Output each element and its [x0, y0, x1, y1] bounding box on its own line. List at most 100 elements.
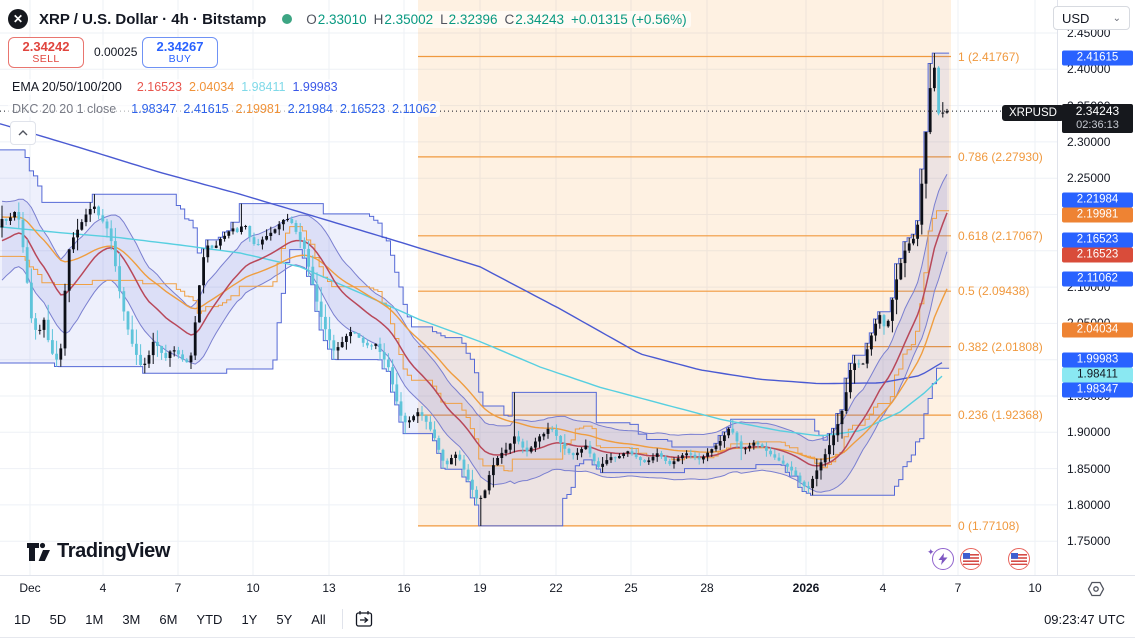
indicator-value: 2.16523	[339, 102, 386, 116]
sell-button[interactable]: 2.34242 SELL	[8, 37, 84, 68]
indicator-value: 2.04034	[189, 80, 235, 94]
calendar-icon	[355, 611, 372, 627]
time-tick: 4	[879, 581, 887, 595]
chart-svg[interactable]	[0, 0, 1057, 575]
price-tick: 1.90000	[1067, 425, 1111, 440]
date-range-buttons: 1D 5D 1M 3M 6M YTD 1Y 5Y All	[0, 612, 326, 627]
ai-event-icon[interactable]: ✦	[927, 547, 954, 570]
time-axis[interactable]: Dec 4 7 10 13 16 19 22 25 28 2026 4 7 10	[0, 575, 1135, 601]
bottom-toolbar: 1D 5D 1M 3M 6M YTD 1Y 5Y All 09:23:47 UTC	[0, 601, 1135, 638]
dkc-values: 1.98347 2.41615 2.19981 2.21984 2.16523 2.110…	[120, 101, 441, 117]
fib-level-label: 0.618 (2.17067)	[958, 228, 1043, 243]
indicator-value: 2.41615	[183, 102, 229, 116]
bar-countdown: 02:36:13	[1076, 119, 1119, 131]
go-to-date-button[interactable]	[355, 610, 374, 628]
ohlc-segment: L2.32396	[440, 11, 498, 27]
price-axis[interactable]: 2.450002.400002.350002.300002.250002.200…	[1057, 0, 1135, 575]
indicator-value: 2.11062	[392, 102, 437, 116]
indicator-price-badge: 2.04034	[1062, 322, 1133, 338]
collapse-legend-button[interactable]	[10, 121, 36, 145]
ema-label[interactable]: EMA 20/50/100/200	[8, 79, 126, 95]
currency-dropdown[interactable]: USD ⌄	[1053, 6, 1130, 30]
price-line-symbol-label: XRPUSD	[1002, 105, 1064, 121]
range-button-6m[interactable]: 6M	[159, 611, 178, 627]
range-button-1m[interactable]: 1M	[85, 611, 104, 627]
indicator-price-badge: 2.11062	[1062, 271, 1133, 287]
chevron-down-icon: ⌄	[1112, 12, 1121, 24]
xrp-logo-icon: ✕	[8, 9, 28, 29]
us-economic-event-icon[interactable]	[960, 548, 982, 570]
price-tick: 2.25000	[1067, 171, 1111, 186]
time-tick: 7	[174, 581, 182, 595]
axis-settings-icon[interactable]	[1086, 579, 1106, 599]
tradingview-mark-icon	[27, 542, 50, 561]
buy-label: BUY	[168, 52, 192, 65]
indicator-value: 2.16523	[136, 80, 182, 94]
price-tick: 2.40000	[1067, 62, 1111, 77]
time-tick: 7	[954, 581, 962, 595]
price-tick: 1.85000	[1067, 461, 1111, 476]
fib-level-label: 0.382 (2.01808)	[958, 339, 1043, 354]
sell-price: 2.34242	[22, 39, 70, 55]
range-button-3m[interactable]: 3M	[122, 611, 141, 627]
symbol-legend-row[interactable]: ✕ XRP / U.S. Dollar · 4h · Bitstamp O2.3…	[8, 8, 691, 30]
range-button-5y[interactable]: 5Y	[276, 611, 293, 627]
currency-value: USD	[1062, 10, 1090, 26]
time-tick: 16	[397, 581, 411, 595]
ema-values: 2.16523 2.04034 1.98411 1.99983	[125, 79, 342, 95]
range-button-5d[interactable]: 5D	[49, 611, 67, 627]
buy-button[interactable]: 2.34267 BUY	[142, 37, 218, 68]
us-economic-event-icon[interactable]	[1008, 548, 1030, 570]
sell-label: SELL	[32, 52, 60, 65]
time-tick: 22	[549, 581, 563, 595]
timezone-clock[interactable]: 09:23:47 UTC	[1044, 611, 1125, 627]
fib-level-label: 0.236 (1.92368)	[958, 408, 1043, 423]
range-button-all[interactable]: All	[311, 611, 326, 627]
brand-text: TradingView	[57, 540, 171, 562]
fib-level-label: 1 (2.41767)	[958, 49, 1020, 64]
ema-indicator-legend[interactable]: EMA 20/50/100/200 2.16523 2.04034 1.98411 1…	[8, 79, 342, 95]
market-open-dot-icon	[282, 14, 293, 24]
indicator-price-badge: 2.21984	[1062, 192, 1133, 208]
spread-value: 0.00025	[92, 45, 140, 59]
time-tick: 28	[700, 581, 714, 595]
indicator-price-badge: 1.98411	[1062, 367, 1133, 383]
range-button-1d[interactable]: 1D	[14, 611, 31, 627]
fib-level-label: 0.786 (2.27930)	[958, 149, 1043, 164]
indicator-price-badge: 2.16523	[1062, 247, 1133, 263]
indicator-price-badge: 1.98347	[1062, 382, 1133, 398]
sparkle-icon: ✦	[927, 547, 935, 557]
time-tick: Dec	[19, 581, 41, 595]
time-tick: 10	[1028, 581, 1042, 595]
indicator-value: 2.19981	[235, 102, 281, 116]
indicator-price-badge: 2.19981	[1062, 207, 1133, 223]
ohlc-segment: C2.34243	[504, 11, 565, 27]
time-tick: 2026	[792, 581, 820, 595]
fib-level-label: 0 (1.77108)	[958, 518, 1020, 533]
symbol-title[interactable]: XRP / U.S. Dollar · 4h · Bitstamp	[35, 9, 271, 29]
time-tick: 10	[246, 581, 260, 595]
time-tick: 13	[322, 581, 336, 595]
indicator-value: 1.98347	[131, 102, 177, 116]
price-chart-canvas[interactable]	[0, 0, 1057, 575]
price-tick: 1.80000	[1067, 497, 1111, 512]
tradingview-logo[interactable]: TradingView	[26, 540, 170, 563]
us-flag-icon	[1011, 553, 1027, 565]
buy-price: 2.34267	[156, 39, 204, 55]
range-button-1y[interactable]: 1Y	[241, 611, 258, 627]
fib-level-label: 0.5 (2.09438)	[958, 284, 1030, 299]
indicator-value: 1.99983	[292, 80, 338, 94]
time-tick: 25	[624, 581, 638, 595]
indicator-price-badge: 2.16523	[1062, 232, 1133, 248]
range-button-ytd[interactable]: YTD	[196, 611, 223, 627]
price-tick: 1.75000	[1067, 534, 1111, 549]
dkc-indicator-legend[interactable]: DKC 20 20 1 close 1.98347 2.41615 2.19981 2…	[8, 101, 441, 117]
price-tick: 2.30000	[1067, 134, 1111, 149]
change-value: +0.01315 (+0.56%)	[571, 11, 687, 27]
dkc-label[interactable]: DKC 20 20 1 close	[8, 101, 121, 117]
ohlc-segment: H2.35002	[373, 11, 434, 27]
ohlc-segment: O2.33010	[306, 11, 367, 27]
indicator-value: 2.21984	[287, 102, 333, 116]
lightning-icon	[938, 553, 948, 565]
